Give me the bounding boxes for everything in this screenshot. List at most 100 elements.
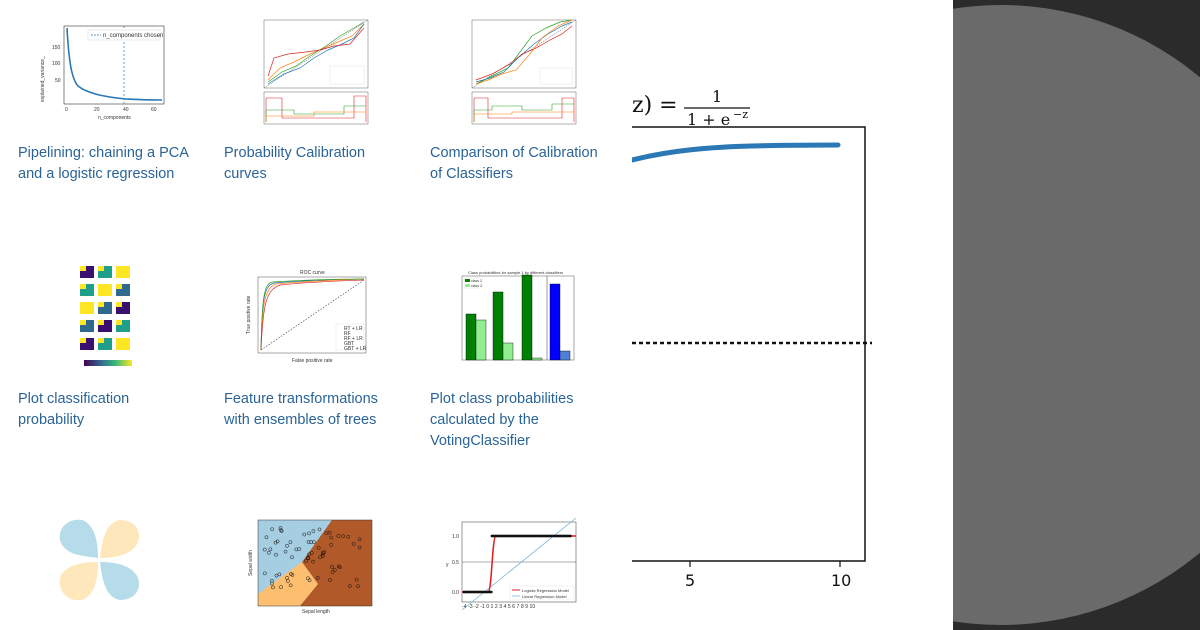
- iris-point: [330, 564, 334, 569]
- iris-point: [309, 540, 313, 545]
- sigmoid-plot: z) = 1 1 + e −z 5 10: [632, 87, 872, 590]
- iris-point: [262, 571, 267, 576]
- iris-point: [328, 578, 332, 583]
- iris-point: [290, 555, 294, 560]
- iris-ylabel: Sepal width: [248, 550, 254, 576]
- gallery-item-feature-transformations[interactable]: ROC curve RT + LR RF RF + LR GBT GBT + L…: [224, 268, 414, 438]
- probability-cell-highlight: [80, 302, 86, 307]
- iris-xlabel: Sepal length: [302, 609, 330, 615]
- gallery-item-voting-classifier[interactable]: Class probabilities for sample 1 by diff…: [430, 268, 620, 458]
- iris-point: [332, 568, 337, 572]
- gallery-caption-feature-transformations[interactable]: Feature transformations with ensembles o…: [224, 391, 378, 428]
- iris-point: [336, 534, 341, 538]
- pca-xtick-0: 0: [65, 107, 68, 113]
- probability-cell-highlight: [98, 302, 104, 307]
- gallery-caption-classification-probability[interactable]: Plot classification probability: [18, 391, 130, 428]
- probability-cell-highlight: [98, 338, 104, 343]
- iris-point: [320, 554, 325, 558]
- roc-legend-1: RT + LR: [344, 326, 363, 332]
- logistic-point-one: [569, 534, 572, 538]
- logistic-ytick-05: 0.5: [452, 560, 459, 566]
- probability-cell-highlight: [116, 338, 122, 343]
- gallery-caption-comparison-calibration[interactable]: Comparison of Calibration of Classifiers: [430, 145, 598, 182]
- iris-point: [262, 547, 267, 552]
- thumbnail-logistic-regression[interactable]: Logistic Regression Model Linear Regress…: [444, 518, 580, 614]
- probability-cell-highlight: [116, 302, 122, 307]
- iris-point: [311, 559, 315, 564]
- gallery-item-bottom-left[interactable]: [18, 512, 208, 630]
- probability-cell-highlight: [80, 284, 86, 289]
- iris-point: [278, 526, 283, 530]
- gallery-item-probability-calibration[interactable]: Probability Calibration curves: [224, 14, 414, 194]
- iris-point: [307, 578, 312, 583]
- logistic-legend-1: Logistic Regression Model: [522, 588, 569, 593]
- iris-point: [324, 531, 329, 536]
- gallery-caption-pipelining[interactable]: Pipelining: chaining a PCA and a logisti…: [18, 145, 189, 182]
- equation-numerator: 1: [712, 87, 722, 106]
- thumbnail-voting-classifier[interactable]: Class probabilities for sample 1 by diff…: [452, 268, 578, 372]
- gallery-caption-voting-classifier[interactable]: Plot class probabilities calculated by t…: [430, 391, 574, 449]
- gallery-caption-probability-calibration[interactable]: Probability Calibration curves: [224, 145, 366, 182]
- gallery-item-bottom-right[interactable]: Logistic Regression Model Linear Regress…: [430, 514, 620, 630]
- iris-point: [307, 552, 311, 557]
- roc-title: ROC curve: [300, 270, 325, 276]
- iris-point: [341, 534, 345, 539]
- roc-legend-4: GBT: [344, 341, 354, 347]
- thumbnail-calibration-curves[interactable]: [254, 14, 372, 126]
- iris-point: [357, 537, 362, 542]
- thumbnail-blobs[interactable]: [56, 516, 142, 604]
- gallery-item-comparison-calibration[interactable]: Comparison of Calibration of Classifiers: [430, 14, 620, 194]
- probability-cell-highlight: [116, 284, 122, 289]
- iris-point: [289, 572, 293, 576]
- iris-point: [320, 552, 325, 557]
- iris-point: [309, 551, 314, 555]
- iris-point: [268, 547, 273, 552]
- iris-point: [279, 528, 283, 533]
- logistic-ylabel: y: [446, 562, 449, 568]
- probability-cell-highlight: [116, 320, 122, 325]
- iris-point: [346, 534, 351, 539]
- logistic-xticks: -4 -3 -2 -1 0 1 2 3 4 5 6 7 8 9 10: [462, 604, 535, 610]
- probability-cell-highlight: [98, 266, 104, 271]
- iris-point: [294, 547, 299, 552]
- roc-legend-5: GBT + LR: [344, 346, 367, 352]
- iris-point: [306, 540, 311, 544]
- thumbnail-comparison-calibration[interactable]: [462, 14, 580, 126]
- pca-ytick-150: 150: [52, 45, 61, 51]
- gallery-item-bottom-middle[interactable]: Sepal length Sepal width: [224, 514, 414, 630]
- iris-point: [356, 584, 360, 589]
- iris-point: [351, 542, 356, 546]
- logistic-ytick-1: 1.0: [452, 534, 459, 540]
- voting-legend-1: class 1: [471, 279, 482, 283]
- thumbnail-roc-curve[interactable]: ROC curve RT + LR RF RF + LR GBT GBT + L…: [244, 268, 370, 364]
- pca-ytick-100: 100: [52, 61, 61, 67]
- gallery-item-classification-probability[interactable]: Plot classification probability: [18, 264, 208, 434]
- roc-ylabel: True positive rate: [246, 295, 252, 334]
- probability-cell-highlight: [80, 338, 86, 343]
- iris-point: [285, 543, 289, 548]
- iris-point: [347, 584, 352, 588]
- logistic-ytick-0: 0.0: [452, 590, 459, 596]
- probability-cell-highlight: [98, 320, 104, 325]
- iris-point: [329, 535, 334, 540]
- x-tick-label-5: 5: [685, 571, 695, 590]
- sigmoid-curve: [632, 142, 841, 163]
- iris-point: [304, 559, 308, 563]
- iris-point: [271, 585, 275, 590]
- iris-point: [279, 585, 283, 589]
- pca-ytick-50: 50: [55, 78, 61, 84]
- thumbnail-iris-decision[interactable]: Sepal length Sepal width: [244, 514, 374, 618]
- thumbnail-classification-probability[interactable]: [76, 264, 138, 372]
- probability-cell-highlight: [80, 266, 86, 271]
- thumbnail-pca[interactable]: n_components chosen 150 100 50 0 20 40 6…: [36, 24, 168, 124]
- gallery-item-pipelining[interactable]: n_components chosen 150 100 50 0 20 40 6…: [18, 20, 208, 190]
- roc-legend-2: RF: [344, 331, 351, 337]
- roc-xlabel: False positive rate: [292, 358, 333, 364]
- iris-point: [273, 540, 278, 545]
- iris-point: [336, 564, 341, 569]
- iris-point: [270, 578, 274, 583]
- iris-point: [330, 570, 335, 575]
- pca-xlabel: n_components: [98, 115, 131, 121]
- equation-left: z) =: [632, 93, 678, 118]
- iris-point: [288, 540, 293, 545]
